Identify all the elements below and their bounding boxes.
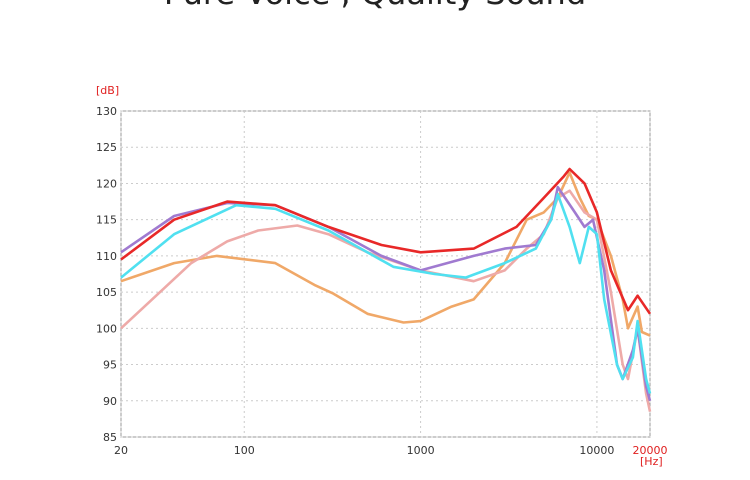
series-line xyxy=(120,185,652,402)
series-line xyxy=(120,167,652,315)
series-line xyxy=(120,193,652,394)
y-tick-label: 115 xyxy=(96,214,117,227)
plot-frame xyxy=(120,110,651,438)
y-axis-label: [dB] xyxy=(96,84,119,97)
y-tick-label: 125 xyxy=(96,141,117,154)
y-tick-label: 95 xyxy=(103,359,117,372)
y-tick-label: 105 xyxy=(96,286,117,299)
chart-title: Pure Voice , Quality Sound xyxy=(164,0,586,12)
y-tick-label: 100 xyxy=(96,322,117,335)
series-line xyxy=(120,171,651,337)
y-tick-label: 85 xyxy=(103,431,117,444)
series-line xyxy=(120,189,652,412)
x-tick-label: 100 xyxy=(234,444,255,457)
x-tick-label: 20000 xyxy=(633,444,668,457)
x-tick-label: 20 xyxy=(114,444,128,457)
x-axis-label: [Hz] xyxy=(640,455,663,468)
y-tick-label: 110 xyxy=(96,250,117,263)
y-tick-label: 120 xyxy=(96,177,117,190)
x-tick-label: 1000 xyxy=(407,444,435,457)
x-tick-label: 10000 xyxy=(579,444,614,457)
y-tick-label: 130 xyxy=(96,105,117,118)
y-tick-label: 90 xyxy=(103,395,117,408)
